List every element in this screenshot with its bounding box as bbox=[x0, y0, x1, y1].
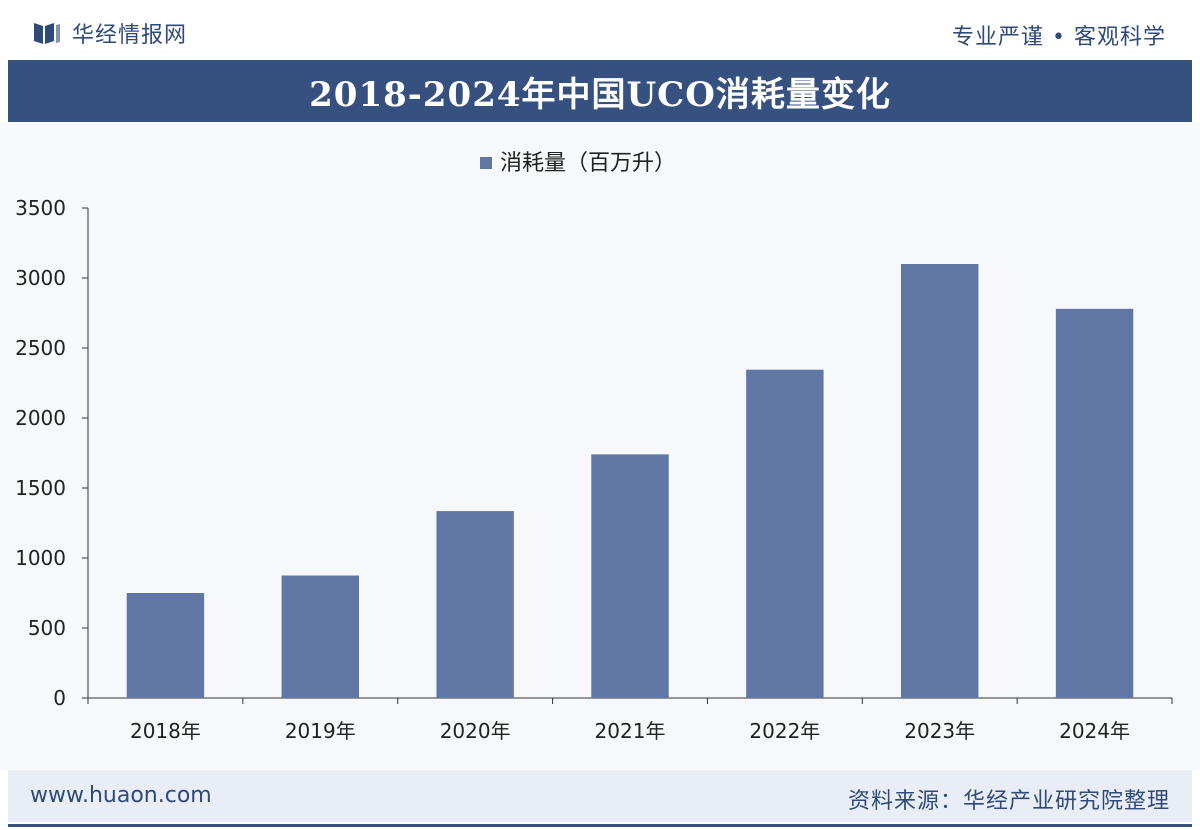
bar bbox=[436, 511, 514, 698]
brand: 华经情报网 bbox=[32, 18, 187, 48]
legend-swatch bbox=[480, 157, 492, 169]
source-note: 资料来源：华经产业研究院整理 bbox=[847, 789, 1170, 814]
bottom-divider bbox=[8, 824, 1192, 827]
y-tick-label: 3000 bbox=[15, 266, 66, 290]
bar bbox=[1055, 308, 1134, 698]
top-bar: 华经情报网 专业严谨 • 客观科学 bbox=[0, 0, 1200, 58]
y-tick-label: 1500 bbox=[15, 476, 66, 500]
bar bbox=[901, 264, 979, 698]
x-tick-label: 2020年 bbox=[440, 719, 511, 743]
x-tick-label: 2021年 bbox=[595, 719, 666, 743]
y-tick-label: 3500 bbox=[15, 196, 66, 220]
bar-chart: 消耗量（百万升） 0 500 1000 1500 2000 2500 3000 3500 2018… bbox=[15, 151, 1173, 743]
legend-label: 消耗量（百万升） bbox=[500, 151, 676, 176]
brand-name: 华经情报网 bbox=[72, 23, 188, 48]
website-link[interactable]: www.huaon.com bbox=[30, 783, 212, 808]
slogan: 专业严谨 • 客观科学 bbox=[952, 25, 1166, 50]
y-tick-label: 2500 bbox=[15, 336, 66, 360]
bar bbox=[126, 593, 205, 698]
x-tick-label: 2022年 bbox=[749, 719, 820, 743]
x-tick-label: 2018年 bbox=[130, 719, 201, 743]
chart-area: 消耗量（百万升） 0 500 1000 1500 2000 2500 3000 3500 2018… bbox=[0, 122, 1200, 770]
footer: www.huaon.com 资料来源：华经产业研究院整理 bbox=[8, 770, 1192, 822]
title-band: 2018-2024年中国UCO消耗量变化 bbox=[8, 60, 1192, 122]
x-tick-label: 2024年 bbox=[1059, 719, 1130, 743]
bar bbox=[746, 369, 824, 698]
bar bbox=[281, 575, 359, 698]
y-tick-label: 500 bbox=[28, 616, 66, 640]
bar bbox=[591, 454, 669, 698]
chart-title: 2018-2024年中国UCO消耗量变化 bbox=[309, 74, 891, 115]
y-tick-label: 1000 bbox=[15, 546, 66, 570]
y-tick-label: 0 bbox=[53, 686, 66, 710]
y-tick-label: 2000 bbox=[15, 406, 66, 430]
book-logo-icon bbox=[34, 23, 60, 44]
x-tick-label: 2019年 bbox=[285, 719, 356, 743]
x-tick-label: 2023年 bbox=[904, 719, 975, 743]
